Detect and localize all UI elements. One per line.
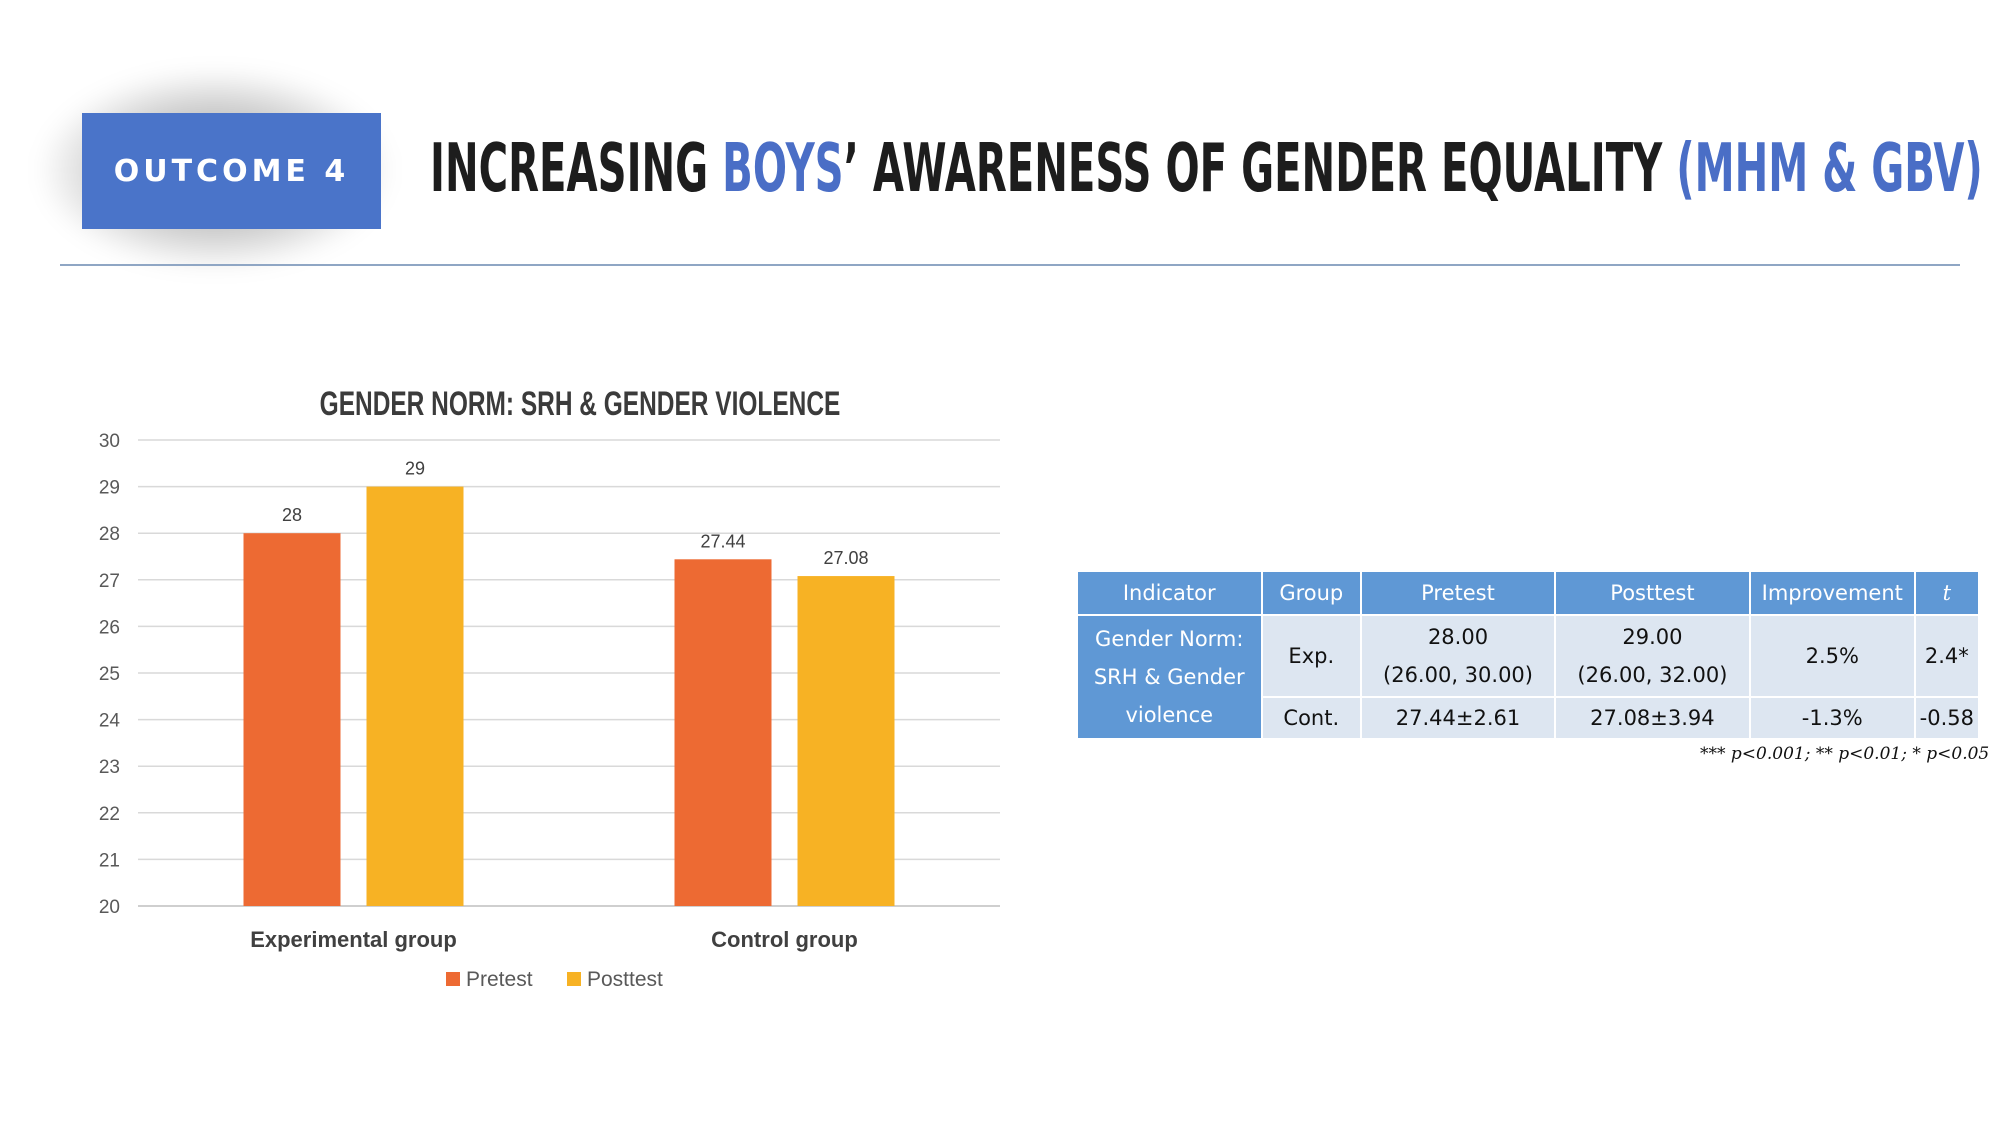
posttest-range: (26.00, 32.00) (1577, 663, 1728, 687)
chart-data-labels: 28 29 27.44 27.08 (282, 459, 869, 568)
chart-legend: Pretest Posttest (446, 968, 663, 991)
header-t: t (1913, 570, 1981, 616)
y-tick-label: 29 (99, 478, 120, 499)
indicator-line: Gender Norm: (1095, 627, 1244, 651)
cell-t: -0.58 (1913, 696, 1981, 740)
header-indicator: Indicator (1076, 570, 1263, 616)
cell-group: Exp. (1260, 614, 1363, 698)
pretest-range: (26.00, 30.00) (1383, 663, 1533, 687)
title-part-3: ’ AWARENESS OF GENDER EQUALITY (843, 129, 1677, 207)
title-part-1: INCREASING (430, 129, 723, 207)
legend-label: Pretest (466, 968, 533, 991)
table-row: Gender Norm: SRH & Gender violence Exp. … (1076, 614, 1981, 740)
outcome-label: OUTCOME 4 (113, 153, 350, 189)
results-table: Indicator Group Pretest Posttest Improve… (1076, 570, 1981, 740)
page-title: INCREASING BOYS’ AWARENESS OF GENDER EQU… (430, 118, 1983, 218)
indicator-line: violence (1125, 703, 1214, 727)
title-divider (60, 264, 1960, 266)
y-tick-label: 23 (99, 757, 120, 778)
bar-posttest-0 (366, 486, 464, 906)
indicator-line: SRH & Gender (1093, 665, 1245, 689)
posttest-mean: 29.00 (1622, 625, 1683, 649)
indicator-cell: Gender Norm: SRH & Gender violence (1076, 614, 1263, 740)
y-tick-label: 25 (99, 664, 120, 685)
y-tick-label: 21 (99, 850, 120, 871)
cell-posttest: 27.08±3.94 (1553, 696, 1751, 740)
legend-swatch (567, 972, 581, 986)
chart-title: GENDER NORM: SRH & GENDER VIOLENCE (320, 385, 841, 423)
chart-y-axis: 20 21 22 23 24 25 26 27 28 29 30 (99, 431, 121, 918)
data-label: 27.08 (823, 548, 868, 568)
header-improvement: Improvement (1748, 570, 1916, 616)
bar-posttest-1 (797, 576, 895, 906)
outcome-badge: OUTCOME 4 (82, 113, 381, 229)
significance-footnote: *** p<0.001; ** p<0.01; * p<0.05 (1700, 744, 1990, 764)
data-label: 29 (405, 459, 425, 479)
table-row: Cont. 27.44±2.61 27.08±3.94 -1.3% -0.58 (1077, 696, 1981, 740)
x-category-label: Experimental group (250, 927, 457, 952)
cell-group: Cont. (1260, 696, 1363, 740)
y-tick-label: 26 (99, 617, 120, 638)
cell-pretest: 27.44±2.61 (1360, 696, 1556, 740)
data-label: 28 (282, 505, 302, 525)
legend-swatch (446, 972, 460, 986)
pretest-mean: 28.00 (1427, 625, 1489, 649)
x-category-label: Control group (711, 927, 858, 952)
bar-pretest-0 (243, 533, 341, 906)
y-tick-label: 24 (99, 711, 121, 732)
title-part-mhm-gbv: (MHM & GBV) (1676, 129, 1983, 207)
y-tick-label: 28 (99, 524, 120, 545)
y-tick-label: 22 (99, 804, 120, 825)
table-header-row: Indicator Group Pretest Posttest Improve… (1076, 570, 1981, 616)
cell-improvement: 2.5% (1748, 614, 1916, 698)
title-part-boys: BOYS (722, 129, 844, 207)
chart-bars (243, 486, 895, 906)
header-posttest: Posttest (1553, 570, 1751, 616)
cell-t: 2.4* (1913, 614, 1981, 698)
y-tick-label: 27 (99, 571, 120, 592)
bar-chart: GENDER NORM: SRH & GENDER VIOLENCE 20212… (99, 385, 1000, 991)
header-group: Group (1260, 570, 1363, 616)
y-tick-label: 20 (99, 897, 120, 918)
data-label: 27.44 (700, 531, 745, 551)
cell-improvement: -1.3% (1748, 696, 1916, 740)
cell-posttest: 29.00 (26.00, 32.00) (1553, 614, 1751, 698)
legend-label: Posttest (587, 968, 663, 991)
bar-pretest-1 (674, 559, 772, 906)
y-tick-label: 30 (99, 431, 120, 452)
cell-pretest: 28.00 (26.00, 30.00) (1360, 614, 1556, 698)
header-pretest: Pretest (1360, 570, 1556, 616)
chart-x-axis: Experimental group Control group (250, 927, 858, 952)
